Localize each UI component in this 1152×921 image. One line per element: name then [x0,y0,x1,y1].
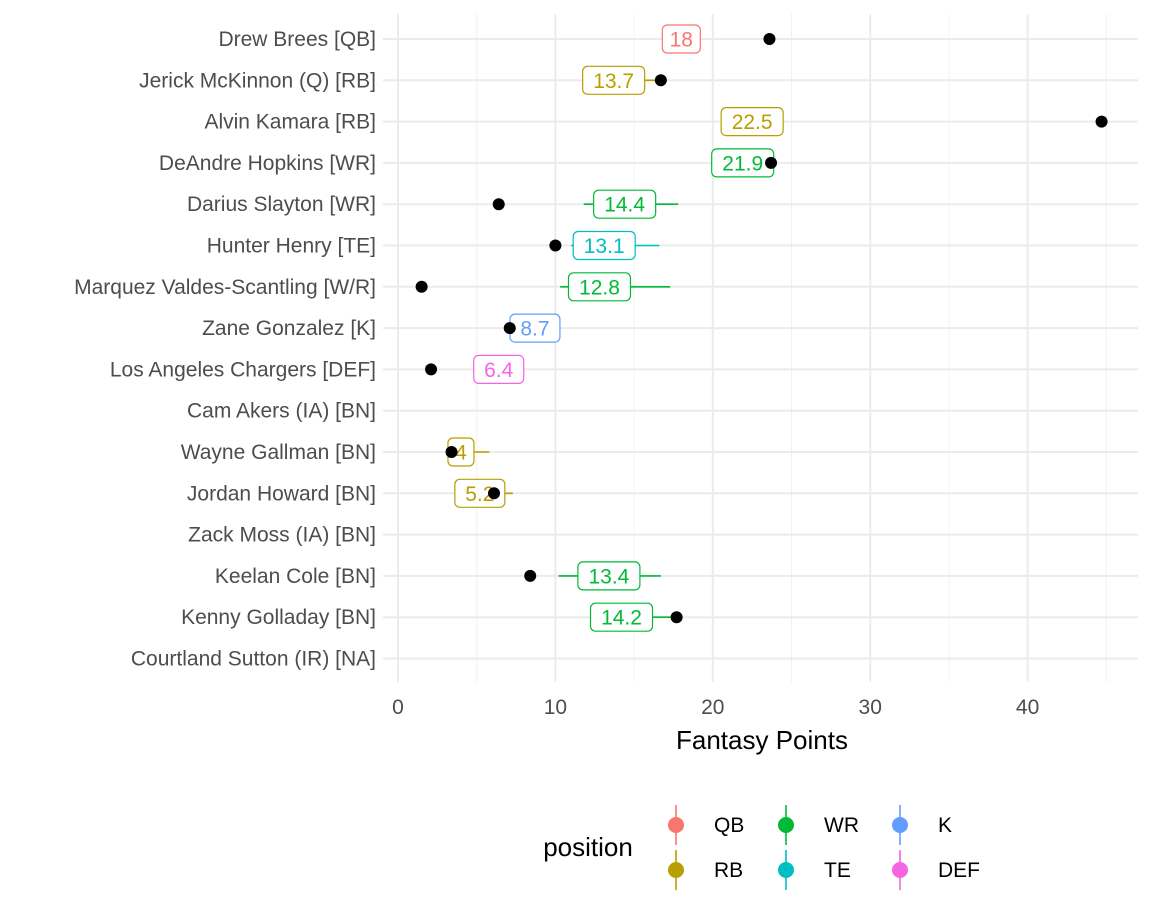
legend-label: K [938,814,952,837]
player-marks: 6.4 [425,354,525,384]
projection-label: 4 [455,442,467,465]
projection-label-box [593,189,657,219]
legend-item-qb: QB [668,805,744,845]
legend-key-dot [892,862,908,878]
legend-item-k: K [892,805,952,845]
data-marks: 18 13.7 22.5 21.9 14.4 13.1 12.8 8.7 6.4 4 5.2 13.4… [415,24,1108,632]
actual-points-dot [654,74,667,87]
projection-label: 22.5 [732,111,773,134]
x-tick-label: 20 [701,696,724,719]
player-marks: 5.2 [454,478,513,508]
projection-label-box [661,24,701,54]
projection-label: 14.2 [601,607,642,630]
player-label: Marquez Valdes-Scantling [W/R] [74,276,376,299]
projection-label: 5.2 [465,483,494,506]
player-label: Alvin Kamara [RB] [204,111,376,134]
player-marks: 14.2 [589,602,683,632]
legend: position QB RB WR TE K DEF [543,805,980,890]
player-label: Jordan Howard [BN] [187,482,376,505]
projection-label-box [577,561,641,591]
player-marks: 14.4 [492,189,679,219]
player-marks: 4 [445,437,490,467]
projection-label-box [567,272,632,302]
player-label: Jerick McKinnon (Q) [RB] [139,69,376,92]
projection-label-box [572,230,636,261]
legend-label: DEF [938,859,980,882]
legend-key-dot [668,862,684,878]
projection-label-box [454,478,506,508]
legend-item-def: DEF [892,850,980,890]
legend-key-dot [668,817,684,833]
legend-label: QB [714,814,744,837]
x-tick-label: 0 [392,696,404,719]
player-marks: 13.7 [582,65,667,95]
projection-label: 14.4 [604,194,645,217]
projection-label: 8.7 [520,318,549,341]
legend-items: QB RB WR TE K DEF [668,805,980,890]
x-tick-label: 40 [1016,696,1039,719]
projection-label-box [720,106,784,137]
x-axis: 0 10 20 30 40 [392,696,1039,719]
legend-key-dot [892,817,908,833]
actual-points-dot [445,446,458,458]
projection-label: 21.9 [722,152,763,175]
player-marks: 8.7 [503,313,561,343]
player-label: Zack Moss (IA) [BN] [188,524,376,547]
player-marks: 22.5 [720,106,1108,137]
projection-label: 13.1 [584,235,625,258]
player-label: Courtland Sutton (IR) [NA] [131,648,376,671]
player-label: Wayne Gallman [BN] [181,441,376,464]
player-label: Kenny Golladay [BN] [181,606,376,629]
actual-points-dot [425,363,438,376]
player-label: Darius Slayton [WR] [187,193,376,216]
legend-item-rb: RB [668,850,743,890]
legend-key-dot [778,817,794,833]
legend-key-dot [778,862,794,878]
projection-label-box [582,65,646,95]
actual-points-dot [492,198,505,211]
player-label: Zane Gonzalez [K] [202,317,376,340]
player-marks: 13.4 [524,561,661,591]
legend-item-wr: WR [778,805,859,845]
actual-points-dot [549,239,562,252]
y-axis-labels: Drew Brees [QB] Jerick McKinnon (Q) [RB] A… [74,28,376,671]
actual-points-dot [1095,115,1108,128]
player-label: Drew Brees [QB] [218,28,376,51]
actual-points-dot [670,611,683,624]
player-label: Cam Akers (IA) [BN] [187,400,376,423]
projection-label: 18 [670,29,693,52]
legend-label: RB [714,859,743,882]
projection-label-box [473,354,525,384]
actual-points-dot [415,280,428,293]
player-marks: 12.8 [415,272,671,302]
legend-title: position [543,832,633,862]
player-label: Hunter Henry [TE] [207,235,376,258]
player-label: Los Angeles Chargers [DEF] [110,358,376,381]
actual-points-dot [488,487,501,500]
player-marks: 21.9 [711,148,778,178]
projection-label: 13.4 [588,565,629,588]
player-label: DeAndre Hopkins [WR] [159,152,376,175]
projection-label: 12.8 [579,276,620,299]
player-marks: 18 [661,24,776,54]
actual-points-dot [763,33,776,45]
projection-label: 6.4 [484,359,514,382]
projection-label: 13.7 [593,70,634,93]
legend-label: TE [824,859,851,882]
legend-item-te: TE [778,850,851,890]
legend-label: WR [824,814,859,837]
x-tick-label: 30 [859,696,882,719]
projection-label-box [589,602,654,632]
player-label: Keelan Cole [BN] [215,565,376,588]
actual-points-dot [524,569,537,582]
actual-points-dot [503,322,516,335]
x-tick-label: 10 [544,696,567,719]
player-marks: 13.1 [549,230,660,261]
x-axis-title: Fantasy Points [676,725,848,755]
actual-points-dot [765,156,778,169]
